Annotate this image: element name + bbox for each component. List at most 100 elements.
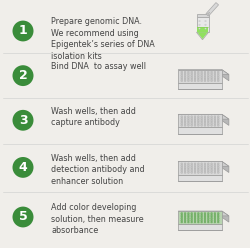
Circle shape xyxy=(204,214,206,216)
Circle shape xyxy=(198,123,199,124)
Circle shape xyxy=(201,219,202,221)
Circle shape xyxy=(217,71,219,73)
Circle shape xyxy=(12,157,34,178)
Circle shape xyxy=(194,216,196,218)
Polygon shape xyxy=(197,27,208,32)
Circle shape xyxy=(184,124,186,126)
Circle shape xyxy=(191,118,193,119)
Circle shape xyxy=(181,168,183,170)
Circle shape xyxy=(207,172,209,173)
Circle shape xyxy=(188,213,189,214)
Circle shape xyxy=(207,80,209,82)
Circle shape xyxy=(194,80,196,82)
Circle shape xyxy=(201,214,202,216)
Circle shape xyxy=(194,213,196,214)
Circle shape xyxy=(194,116,196,118)
Circle shape xyxy=(207,78,209,80)
Circle shape xyxy=(184,166,186,168)
Circle shape xyxy=(188,76,189,78)
Circle shape xyxy=(198,218,199,219)
Circle shape xyxy=(207,170,209,172)
Circle shape xyxy=(198,71,199,73)
Circle shape xyxy=(194,219,196,221)
Circle shape xyxy=(211,221,212,223)
Circle shape xyxy=(211,75,212,76)
Circle shape xyxy=(194,218,196,219)
Circle shape xyxy=(201,73,202,75)
Circle shape xyxy=(191,121,193,123)
Circle shape xyxy=(201,78,202,80)
Circle shape xyxy=(198,76,199,78)
Text: Add color developing
solution, then measure
absorbance: Add color developing solution, then meas… xyxy=(51,203,144,235)
Circle shape xyxy=(184,71,186,73)
Text: 1: 1 xyxy=(18,25,28,37)
Circle shape xyxy=(217,166,219,168)
Circle shape xyxy=(214,221,216,223)
Circle shape xyxy=(204,216,206,218)
Circle shape xyxy=(214,75,216,76)
Circle shape xyxy=(198,121,199,123)
Circle shape xyxy=(207,214,209,216)
Circle shape xyxy=(12,65,34,86)
Circle shape xyxy=(204,121,206,123)
Circle shape xyxy=(181,76,183,78)
Circle shape xyxy=(214,124,216,126)
Circle shape xyxy=(191,166,193,168)
Circle shape xyxy=(217,121,219,123)
Circle shape xyxy=(201,216,202,218)
Text: 3: 3 xyxy=(19,114,27,127)
Circle shape xyxy=(201,166,202,168)
Circle shape xyxy=(214,73,216,75)
Polygon shape xyxy=(206,2,218,16)
Circle shape xyxy=(194,165,196,166)
Circle shape xyxy=(194,118,196,119)
Polygon shape xyxy=(196,14,208,17)
Circle shape xyxy=(211,219,212,221)
Circle shape xyxy=(214,172,216,173)
Circle shape xyxy=(211,168,212,170)
Circle shape xyxy=(194,75,196,76)
Circle shape xyxy=(207,116,209,118)
Text: Wash wells, then add
detection antibody and
enhancer solution: Wash wells, then add detection antibody … xyxy=(51,154,145,186)
Polygon shape xyxy=(196,32,208,40)
Polygon shape xyxy=(196,17,208,32)
Circle shape xyxy=(211,124,212,126)
Circle shape xyxy=(198,168,199,170)
Circle shape xyxy=(184,119,186,121)
Circle shape xyxy=(184,218,186,219)
Circle shape xyxy=(207,221,209,223)
Circle shape xyxy=(181,123,183,124)
Polygon shape xyxy=(178,161,229,166)
Circle shape xyxy=(191,116,193,118)
Circle shape xyxy=(184,75,186,76)
Polygon shape xyxy=(222,161,229,173)
Circle shape xyxy=(191,163,193,165)
Circle shape xyxy=(207,165,209,166)
Circle shape xyxy=(191,123,193,124)
Circle shape xyxy=(204,168,206,170)
Polygon shape xyxy=(178,83,222,89)
Circle shape xyxy=(198,170,199,172)
Polygon shape xyxy=(178,70,222,83)
Circle shape xyxy=(184,78,186,80)
Circle shape xyxy=(184,165,186,166)
Circle shape xyxy=(217,213,219,214)
Circle shape xyxy=(191,78,193,80)
Circle shape xyxy=(201,75,202,76)
Circle shape xyxy=(207,124,209,126)
Circle shape xyxy=(217,118,219,119)
Circle shape xyxy=(194,168,196,170)
Circle shape xyxy=(205,28,206,29)
Text: Prepare genomic DNA.
We recommend using
Epigentek’s series of DNA
isolation kits: Prepare genomic DNA. We recommend using … xyxy=(51,17,155,61)
Circle shape xyxy=(204,73,206,75)
Circle shape xyxy=(207,216,209,218)
Circle shape xyxy=(184,73,186,75)
Circle shape xyxy=(191,216,193,218)
Circle shape xyxy=(204,166,206,168)
Circle shape xyxy=(204,75,206,76)
Circle shape xyxy=(198,165,199,166)
Circle shape xyxy=(204,213,206,214)
Circle shape xyxy=(211,80,212,82)
Circle shape xyxy=(204,123,206,124)
Polygon shape xyxy=(222,211,229,222)
